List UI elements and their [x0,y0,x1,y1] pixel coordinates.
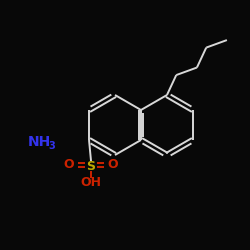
Text: NH: NH [28,135,51,149]
Text: O: O [108,158,118,172]
Text: O: O [64,158,74,172]
Text: S: S [86,160,96,172]
Text: 3: 3 [48,141,55,151]
Text: OH: OH [80,176,102,190]
